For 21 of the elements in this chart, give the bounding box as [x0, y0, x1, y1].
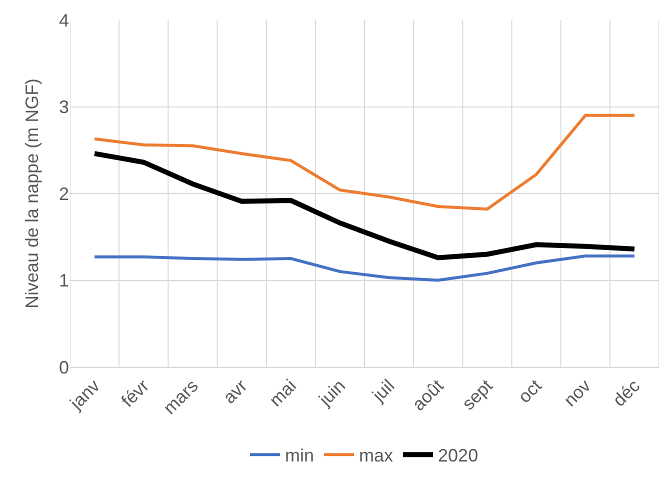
x-tick-label: févr [117, 376, 153, 412]
x-tick-label: juil [368, 376, 398, 406]
y-tick-label: 1 [58, 270, 69, 291]
x-tick-label: août [408, 376, 448, 415]
legend-label: max [359, 446, 394, 466]
line-series [93, 254, 636, 282]
x-tick-label: sept [458, 376, 496, 414]
y-tick-label: 2 [58, 184, 69, 204]
line-series [93, 114, 636, 211]
x-tick-label: oct [514, 376, 546, 407]
x-tick-label: juin [314, 376, 350, 410]
y-tick-label: 3 [58, 97, 69, 118]
y-tick-label: 4 [58, 10, 69, 30]
x-tick-label: mai [265, 376, 300, 410]
x-tick-label: avr [219, 376, 251, 408]
legend-label: 2020 [438, 446, 478, 466]
x-tick-label: déc [608, 376, 644, 410]
y-tick-label: 0 [58, 357, 69, 378]
x-tick-label: nov [560, 376, 595, 410]
legend-label: min [285, 446, 314, 466]
y-axis-title: Niveau de la nappe (m NGF) [22, 78, 42, 309]
